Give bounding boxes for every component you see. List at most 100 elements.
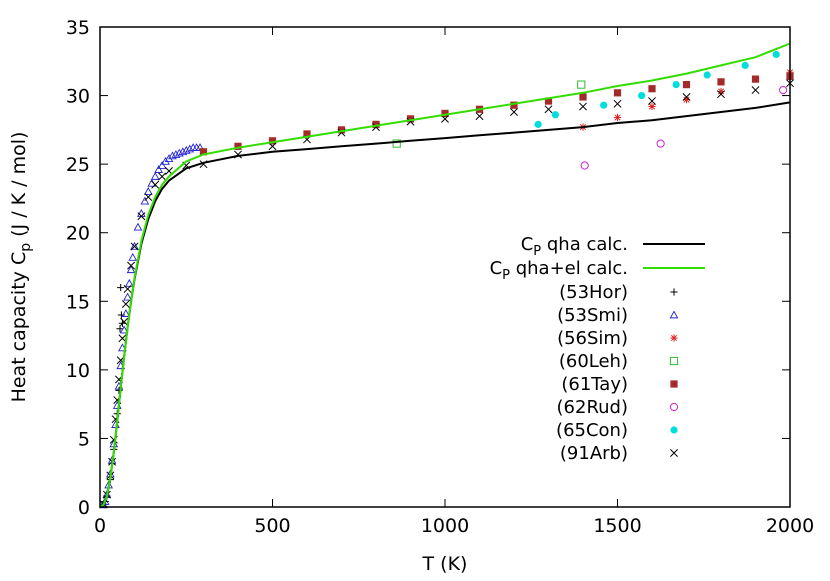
data-point bbox=[303, 130, 311, 138]
x-tick-label: 1000 bbox=[421, 515, 469, 537]
legend-label: (65Con) bbox=[556, 420, 628, 441]
legend-label: (62Rud) bbox=[557, 397, 628, 418]
data-point bbox=[130, 241, 139, 250]
data-point bbox=[121, 300, 130, 308]
data-point bbox=[137, 212, 146, 221]
legend-label-rest: qha+el calc. bbox=[510, 258, 628, 279]
x-tick-label: 1500 bbox=[593, 515, 641, 537]
data-point bbox=[234, 142, 242, 150]
data-point bbox=[158, 172, 167, 181]
data-point bbox=[117, 311, 125, 319]
x-tick-label: 0 bbox=[94, 515, 106, 537]
data-point bbox=[751, 75, 760, 83]
series-60leh bbox=[392, 80, 586, 148]
legend-marker bbox=[669, 310, 679, 319]
data-point bbox=[613, 89, 622, 97]
data-point bbox=[510, 101, 518, 109]
data-point bbox=[126, 265, 136, 274]
legend-marker bbox=[670, 449, 678, 457]
data-point bbox=[648, 102, 656, 111]
plot-area bbox=[99, 42, 794, 509]
data-point bbox=[672, 81, 680, 89]
legend-marker bbox=[669, 402, 679, 412]
data-point bbox=[337, 126, 346, 134]
data-point bbox=[638, 91, 646, 100]
y-axis-label: Heat capacity Cp (J / K / mol) bbox=[8, 132, 34, 403]
data-point bbox=[772, 50, 780, 59]
data-point bbox=[682, 81, 691, 89]
y-axis-label-units: (J / K / mol) bbox=[8, 132, 30, 243]
data-point bbox=[174, 148, 184, 157]
y-tick-label: 15 bbox=[66, 291, 90, 313]
data-point bbox=[117, 283, 125, 292]
data-point bbox=[185, 144, 195, 153]
y-tick-label: 20 bbox=[66, 223, 90, 245]
legend-marker bbox=[670, 334, 678, 342]
data-point bbox=[510, 108, 518, 116]
y-axis-label-main: Heat capacity C bbox=[8, 252, 30, 403]
data-point bbox=[682, 96, 691, 104]
data-point bbox=[268, 137, 277, 145]
x-tick-label: 2000 bbox=[766, 515, 814, 537]
legend-marker bbox=[669, 356, 679, 366]
data-point bbox=[121, 309, 131, 317]
data-point bbox=[171, 150, 181, 158]
data-point bbox=[717, 87, 725, 96]
legend-label-sub: P bbox=[502, 268, 510, 283]
series-62rud bbox=[580, 85, 788, 170]
y-tick-label: 10 bbox=[66, 360, 90, 382]
data-point bbox=[717, 90, 725, 99]
legend-label: (56Sim) bbox=[557, 328, 628, 349]
y-axis-label-sub: p bbox=[18, 243, 34, 252]
legend-label: CP qha+el calc. bbox=[490, 258, 628, 283]
data-point bbox=[372, 120, 380, 128]
data-point bbox=[579, 102, 587, 111]
tick-labels: 0 500 1000 1500 2000 0 5 10 15 20 25 30 35 bbox=[66, 17, 814, 537]
series-65con bbox=[534, 50, 780, 128]
data-point bbox=[124, 278, 134, 287]
y-tick-label: 0 bbox=[78, 497, 90, 519]
y-tick-label: 5 bbox=[78, 428, 90, 450]
data-point bbox=[120, 317, 129, 326]
legend-label: (91Arb) bbox=[560, 443, 628, 464]
data-point bbox=[656, 139, 665, 148]
data-point bbox=[123, 284, 132, 293]
data-point bbox=[741, 61, 749, 69]
x-tick-label: 500 bbox=[254, 515, 290, 537]
y-tick-label: 35 bbox=[66, 17, 90, 39]
legend-label: (53Hor) bbox=[559, 282, 628, 303]
data-point bbox=[199, 148, 208, 156]
legend-label: (61Tay) bbox=[561, 374, 628, 395]
data-point bbox=[613, 113, 622, 122]
data-point bbox=[268, 142, 277, 151]
legend-label: CP qha calc. bbox=[521, 234, 628, 259]
data-point bbox=[392, 139, 401, 148]
legend-label-main: C bbox=[490, 258, 503, 279]
data-point bbox=[178, 147, 188, 156]
data-point bbox=[154, 165, 164, 173]
data-point bbox=[133, 222, 143, 231]
data-point bbox=[161, 156, 170, 165]
legend-marker bbox=[670, 380, 678, 388]
data-point bbox=[128, 252, 138, 261]
data-point bbox=[534, 120, 542, 128]
plot-frame bbox=[99, 26, 791, 508]
legend-marker bbox=[670, 288, 678, 296]
data-point bbox=[168, 151, 177, 160]
data-point bbox=[150, 171, 160, 180]
data-point bbox=[613, 99, 622, 108]
data-point bbox=[682, 92, 691, 101]
data-point bbox=[779, 85, 788, 95]
data-point bbox=[648, 85, 656, 93]
data-point bbox=[127, 261, 136, 270]
data-point bbox=[157, 160, 167, 169]
data-point bbox=[648, 97, 656, 106]
legend-label-main: C bbox=[521, 234, 534, 255]
data-point bbox=[580, 161, 589, 170]
data-point bbox=[544, 105, 553, 114]
legend-label-rest: qha calc. bbox=[541, 234, 628, 255]
data-point bbox=[144, 193, 153, 202]
legend-label: (53Smi) bbox=[557, 305, 628, 326]
